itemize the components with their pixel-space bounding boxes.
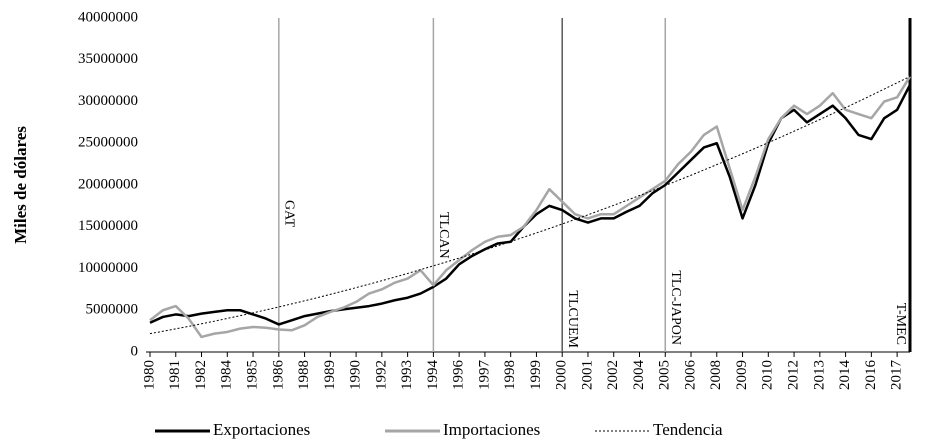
x-tick-label: 1996 <box>451 360 467 391</box>
x-tick-label: 2017 <box>889 360 905 391</box>
x-tick-label: 2014 <box>837 360 853 391</box>
series-line <box>149 84 912 326</box>
x-tick-label: 1980 <box>141 360 157 390</box>
x-tick-label: 1981 <box>167 360 183 390</box>
x-tick-label: 1982 <box>193 360 209 390</box>
y-tick-label: 0 <box>131 343 139 359</box>
annotation-label: TLCAN <box>436 212 451 259</box>
annotation-label: TLC-JAPON <box>668 270 683 345</box>
x-tick-label: 2006 <box>682 360 698 391</box>
series-line <box>149 75 912 339</box>
x-tick-label: 2010 <box>760 360 776 390</box>
x-tick-label: 1986 <box>270 360 286 391</box>
legend-label: Tendencia <box>653 420 723 439</box>
x-tick-label: 1989 <box>322 360 338 390</box>
x-tick-label: 2013 <box>811 360 827 390</box>
x-tick-label: 1985 <box>244 360 260 390</box>
x-tick-label: 1997 <box>476 360 492 391</box>
x-tick-label: 2009 <box>734 360 750 390</box>
annotation-label: T-MEC <box>893 303 908 345</box>
y-tick-label: 40000000 <box>78 9 138 25</box>
x-tick-label: 1984 <box>219 360 235 391</box>
x-tick-label: 2016 <box>863 360 879 391</box>
y-tick-label: 35000000 <box>78 51 138 67</box>
legend-label: Importaciones <box>443 420 540 439</box>
x-tick-label: 2008 <box>708 360 724 390</box>
x-tick-label: 2005 <box>657 360 673 390</box>
x-tick-label: 2002 <box>605 360 621 390</box>
legend-label: Exportaciones <box>213 420 310 439</box>
y-tick-label: 10000000 <box>78 260 138 276</box>
annotation-label: GAT <box>282 200 297 228</box>
x-tick-label: 1992 <box>373 360 389 390</box>
y-tick-label: 5000000 <box>86 302 139 318</box>
x-tick-label: 2012 <box>786 360 802 390</box>
x-tick-label: 1988 <box>296 360 312 390</box>
x-tick-label: 2001 <box>579 360 595 390</box>
x-tick-label: 1990 <box>348 360 364 390</box>
y-axis-label: Miles de dólares <box>11 126 30 244</box>
x-tick-label: 2004 <box>631 360 647 391</box>
y-tick-label: 30000000 <box>78 93 138 109</box>
x-tick-label: 1993 <box>399 360 415 390</box>
x-tick-label: 1999 <box>528 360 544 390</box>
annotation-label: TLCUEM <box>565 290 580 348</box>
x-tick-label: 1998 <box>502 360 518 390</box>
x-tick-label: 2000 <box>554 360 570 390</box>
x-tick-label: 1994 <box>425 360 441 391</box>
y-tick-label: 20000000 <box>78 176 138 192</box>
series-line <box>149 76 911 335</box>
y-tick-label: 25000000 <box>78 135 138 151</box>
y-tick-label: 15000000 <box>78 218 138 234</box>
